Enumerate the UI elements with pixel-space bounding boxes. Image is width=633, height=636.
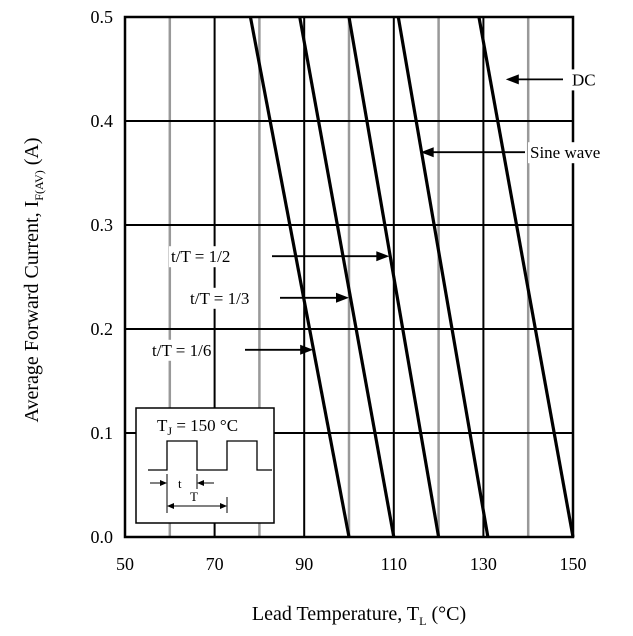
annotation-2: Sine wave bbox=[421, 142, 603, 163]
annotation-arrowhead bbox=[376, 251, 389, 261]
x-tick-label: 130 bbox=[470, 554, 497, 574]
x-tick-label: 110 bbox=[381, 554, 407, 574]
series-line-5 bbox=[479, 17, 573, 537]
inset-label-T: T bbox=[190, 489, 198, 504]
inset-waveform-box: TJ = 150 °C t T bbox=[136, 408, 274, 523]
annotation-label: t/T = 1/6 bbox=[152, 341, 211, 360]
annotation-3: t/T = 1/2 bbox=[169, 246, 389, 267]
y-tick-label: 0.0 bbox=[91, 527, 114, 547]
annotation-label: DC bbox=[572, 70, 596, 89]
x-axis-label: Lead Temperature, TL (°C) bbox=[252, 603, 466, 628]
y-tick-label: 0.5 bbox=[91, 7, 114, 27]
x-tick-label: 50 bbox=[116, 554, 134, 574]
y-tick-label: 0.4 bbox=[91, 111, 114, 131]
y-tick-label: 0.1 bbox=[91, 423, 114, 443]
x-tick-label: 150 bbox=[560, 554, 587, 574]
series-line-4 bbox=[398, 17, 488, 537]
x-tick-label: 70 bbox=[206, 554, 224, 574]
annotation-4: t/T = 1/3 bbox=[188, 288, 349, 309]
y-tick-label: 0.3 bbox=[91, 215, 114, 235]
annotation-arrowhead bbox=[336, 293, 349, 303]
x-tick-label: 90 bbox=[295, 554, 313, 574]
inset-label-t: t bbox=[178, 476, 182, 491]
annotation-label: t/T = 1/2 bbox=[171, 247, 230, 266]
series-line-2 bbox=[300, 17, 394, 537]
annotation-arrowhead bbox=[506, 74, 519, 84]
annotation-5: t/T = 1/6 bbox=[150, 340, 313, 361]
x-tick-labels: 50 70 90 110 130 150 bbox=[116, 554, 587, 574]
y-axis-label: Average Forward Current, IF(AV) (A) bbox=[21, 138, 46, 423]
series-lines bbox=[250, 17, 573, 537]
y-tick-labels: 0.0 0.1 0.2 0.3 0.4 0.5 bbox=[91, 7, 114, 547]
annotation-label: t/T = 1/3 bbox=[190, 289, 249, 308]
y-tick-label: 0.2 bbox=[91, 319, 114, 339]
annotation-arrowhead bbox=[300, 345, 313, 355]
annotation-label: Sine wave bbox=[530, 143, 600, 162]
annotation-1: DC bbox=[506, 69, 598, 90]
